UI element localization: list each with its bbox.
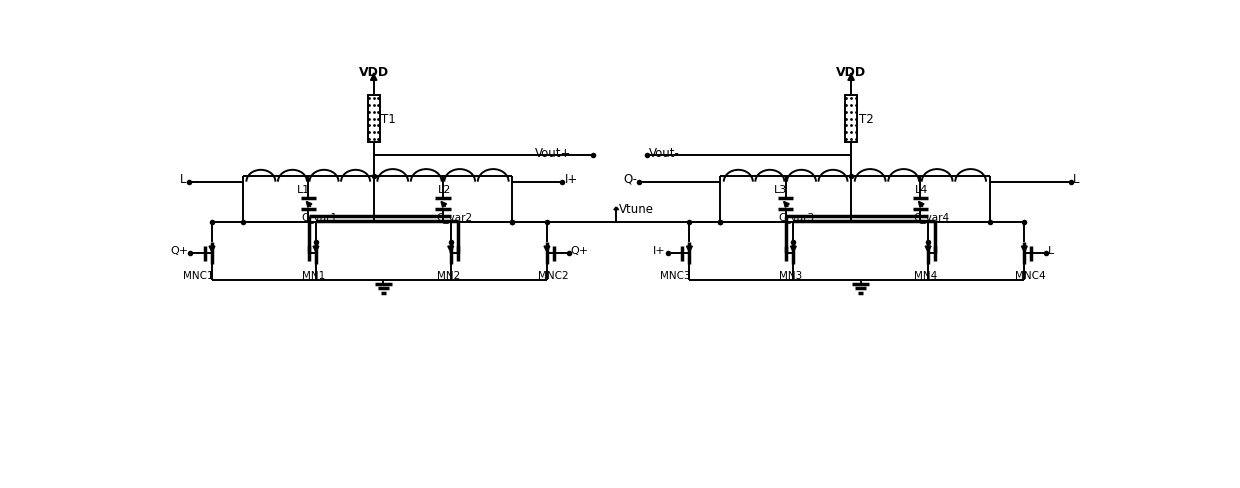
Bar bbox=[367, 96, 379, 142]
Text: Vout+: Vout+ bbox=[536, 147, 572, 160]
Text: L1: L1 bbox=[296, 184, 310, 194]
Text: Vout-: Vout- bbox=[650, 147, 681, 160]
Text: C_var3: C_var3 bbox=[779, 211, 815, 223]
Text: MNC4: MNC4 bbox=[1016, 270, 1045, 280]
Text: L: L bbox=[1048, 245, 1054, 256]
Text: I+: I+ bbox=[564, 172, 578, 185]
Text: C_var1: C_var1 bbox=[301, 211, 337, 223]
Text: L3: L3 bbox=[774, 184, 787, 194]
Text: T1: T1 bbox=[382, 113, 396, 126]
Text: L2: L2 bbox=[438, 184, 451, 194]
Text: C_var2: C_var2 bbox=[436, 211, 472, 223]
Text: MN1: MN1 bbox=[303, 270, 325, 280]
Text: Q-: Q- bbox=[622, 172, 637, 185]
Text: VDD: VDD bbox=[358, 66, 389, 79]
Bar bbox=[844, 96, 857, 142]
Text: L4: L4 bbox=[915, 184, 929, 194]
Text: Q+: Q+ bbox=[170, 245, 188, 256]
Text: L: L bbox=[1073, 172, 1079, 185]
Text: T2: T2 bbox=[859, 113, 873, 126]
Text: Vtune: Vtune bbox=[619, 203, 655, 215]
Text: VDD: VDD bbox=[836, 66, 867, 79]
Text: L: L bbox=[180, 172, 186, 185]
Text: MNC2: MNC2 bbox=[538, 270, 568, 280]
Text: Q+: Q+ bbox=[570, 245, 589, 256]
Text: I+: I+ bbox=[653, 245, 666, 256]
Text: MN4: MN4 bbox=[914, 270, 937, 280]
Text: C_var4: C_var4 bbox=[914, 211, 950, 223]
Text: MN3: MN3 bbox=[780, 270, 802, 280]
Text: MN2: MN2 bbox=[436, 270, 460, 280]
Text: MNC1: MNC1 bbox=[182, 270, 213, 280]
Text: MNC3: MNC3 bbox=[660, 270, 691, 280]
